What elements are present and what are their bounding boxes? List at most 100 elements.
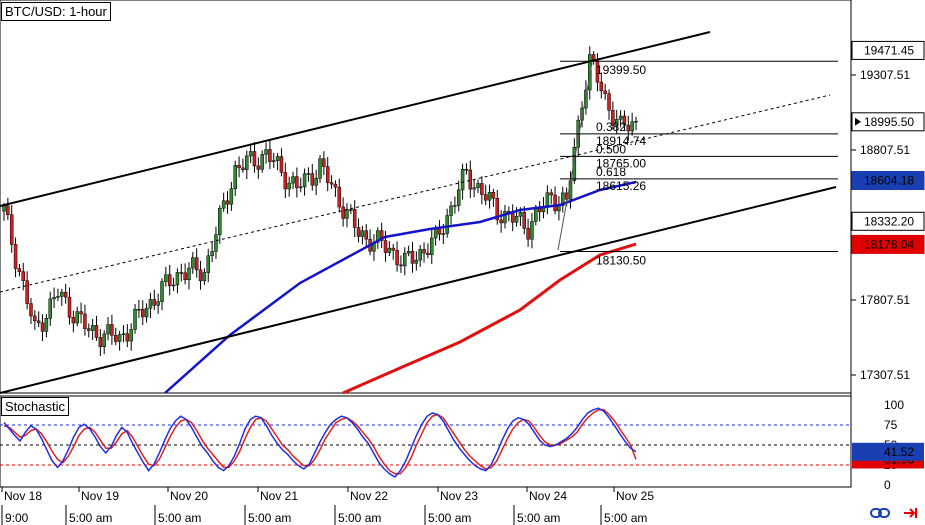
candle-body [622,115,627,126]
candle-body [403,252,407,267]
candle-body [287,182,291,190]
candle-body [248,151,253,157]
candle-body [117,334,122,342]
candle-body [391,247,395,251]
candle-body [160,281,164,302]
candle-body [433,228,438,239]
candle-body [33,315,37,322]
candle-body [279,156,284,173]
candle-body [29,303,33,317]
candle-body [322,158,326,167]
date-label: Nov 18 [4,489,42,503]
candle-body [106,324,110,335]
price-tag-label: 18995.50 [864,115,914,129]
candle-body [241,167,245,170]
candle-body [218,207,222,235]
candle-body [399,264,403,267]
candle-body [607,93,611,111]
time-label: 5:00 am [517,511,560,525]
candle-body [572,147,577,181]
candle-body [291,176,295,184]
candle-body [549,192,553,196]
fib-price-label: 19399.50 [596,63,646,77]
candle-body [264,149,268,155]
candle-body [360,230,365,237]
candle-body [171,284,176,287]
ma-fast-line [164,180,637,394]
candle-body [352,209,357,228]
candle-body [125,333,130,342]
candle-body [422,249,426,254]
candle-body [356,227,361,237]
candle-body [75,311,79,324]
price-axis: 19307.5118807.5118307.5117807.5117307.51… [851,40,925,382]
candle-body [152,299,157,306]
candle-body [298,186,303,189]
candle-body [499,219,503,224]
candle-body [60,291,64,297]
candle-body [260,154,264,170]
candle-body [268,149,272,162]
candle-body [445,215,449,234]
candle-body [468,169,473,190]
candle-body [414,259,419,264]
price-tag [851,170,925,190]
candle-body [310,173,315,186]
link-icon[interactable] [869,504,891,522]
candle-body [198,269,203,282]
candle-body [79,311,83,315]
candle-body [90,325,95,331]
price-tag [851,234,925,254]
fib-ratio-label: 0.382 [596,120,626,134]
date-label: Nov 23 [440,489,478,503]
candle-body [233,165,237,190]
candle-body [545,192,550,208]
date-label: Nov 20 [170,489,208,503]
candle-body [295,176,299,189]
stoch-k-tag [852,442,924,461]
time-label: 5:00 am [604,511,647,525]
price-tick-label: 19307.51 [860,68,910,82]
price-tick-label: 17307.51 [860,368,910,382]
candle-body [25,280,29,304]
candle-body [318,158,322,179]
candle-body [349,209,353,211]
price-tag [851,40,925,60]
candle-body [272,160,276,162]
moving-averages-layer [164,180,637,395]
date-label: Nov 25 [616,489,654,503]
stoch-axis-label: 0 [884,478,891,492]
candle-body [179,272,184,274]
chart-title: BTC/USD: 1-hour [1,2,111,21]
time-label: 5:00 am [338,511,381,525]
fib-ratio-label: 0.500 [596,142,626,156]
candle-body [167,274,172,286]
candle-body [537,208,542,213]
candle-body [221,200,226,209]
candle-body [337,186,342,208]
candle-body [472,187,476,190]
candle-body [634,120,638,123]
candle-body [325,166,330,183]
fib-price-label: 18914.74 [596,134,646,148]
candle-body [329,182,334,185]
candle-body [480,183,484,195]
candles-layer [2,46,638,357]
candle-body [553,194,557,212]
price-tag-label: 19471.45 [864,43,914,57]
channel-lower-line [0,186,837,394]
candle-body [114,335,118,342]
candle-body [206,255,210,273]
candle-body [187,267,191,281]
candle-body [426,252,430,256]
date-label: Nov 22 [350,489,388,503]
candle-body [98,337,103,347]
candle-body [379,230,384,241]
candle-body [183,272,187,281]
candle-body [275,156,280,161]
arrow-right-icon[interactable] [899,504,921,522]
candle-body [418,249,422,261]
candle-body [491,192,496,199]
candle-body [83,313,87,329]
candle-body [599,81,604,92]
